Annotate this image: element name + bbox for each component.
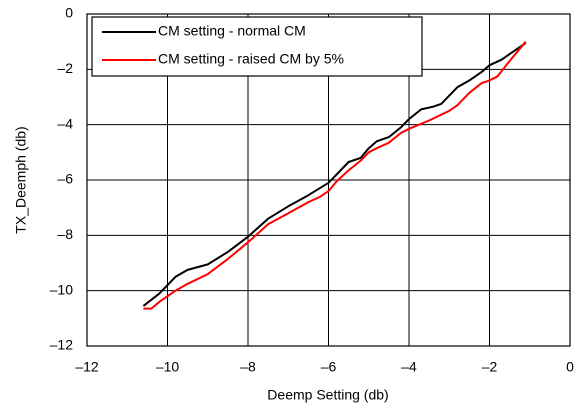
- legend-label: CM setting - normal CM: [158, 23, 306, 39]
- x-tick-label: –12: [75, 359, 99, 375]
- plot-frame: [86, 13, 571, 347]
- x-tick-label: –8: [240, 359, 256, 375]
- y-tick-label: –4: [57, 115, 73, 131]
- x-axis-label: Deemp Setting (db): [267, 387, 388, 403]
- legend-box: [91, 16, 423, 77]
- x-tick-label: –4: [401, 359, 417, 375]
- y-tick-label: –10: [50, 281, 74, 297]
- series-line: [143, 41, 527, 310]
- x-tick-label: –2: [482, 359, 498, 375]
- x-tick-label: –6: [321, 359, 337, 375]
- legend-label: CM setting - raised CM by 5%: [158, 51, 344, 67]
- y-tick-label: –8: [57, 226, 73, 242]
- x-tick-label: 0: [566, 359, 574, 375]
- y-tick-label: 0: [65, 5, 73, 21]
- y-tick-label: –12: [50, 337, 74, 353]
- y-axis-label: TX_Deemph (db): [13, 126, 29, 233]
- series-line: [142, 42, 527, 307]
- y-tick-label: –6: [57, 171, 73, 187]
- x-tick-label: –10: [156, 359, 180, 375]
- y-tick-label: –2: [57, 60, 73, 76]
